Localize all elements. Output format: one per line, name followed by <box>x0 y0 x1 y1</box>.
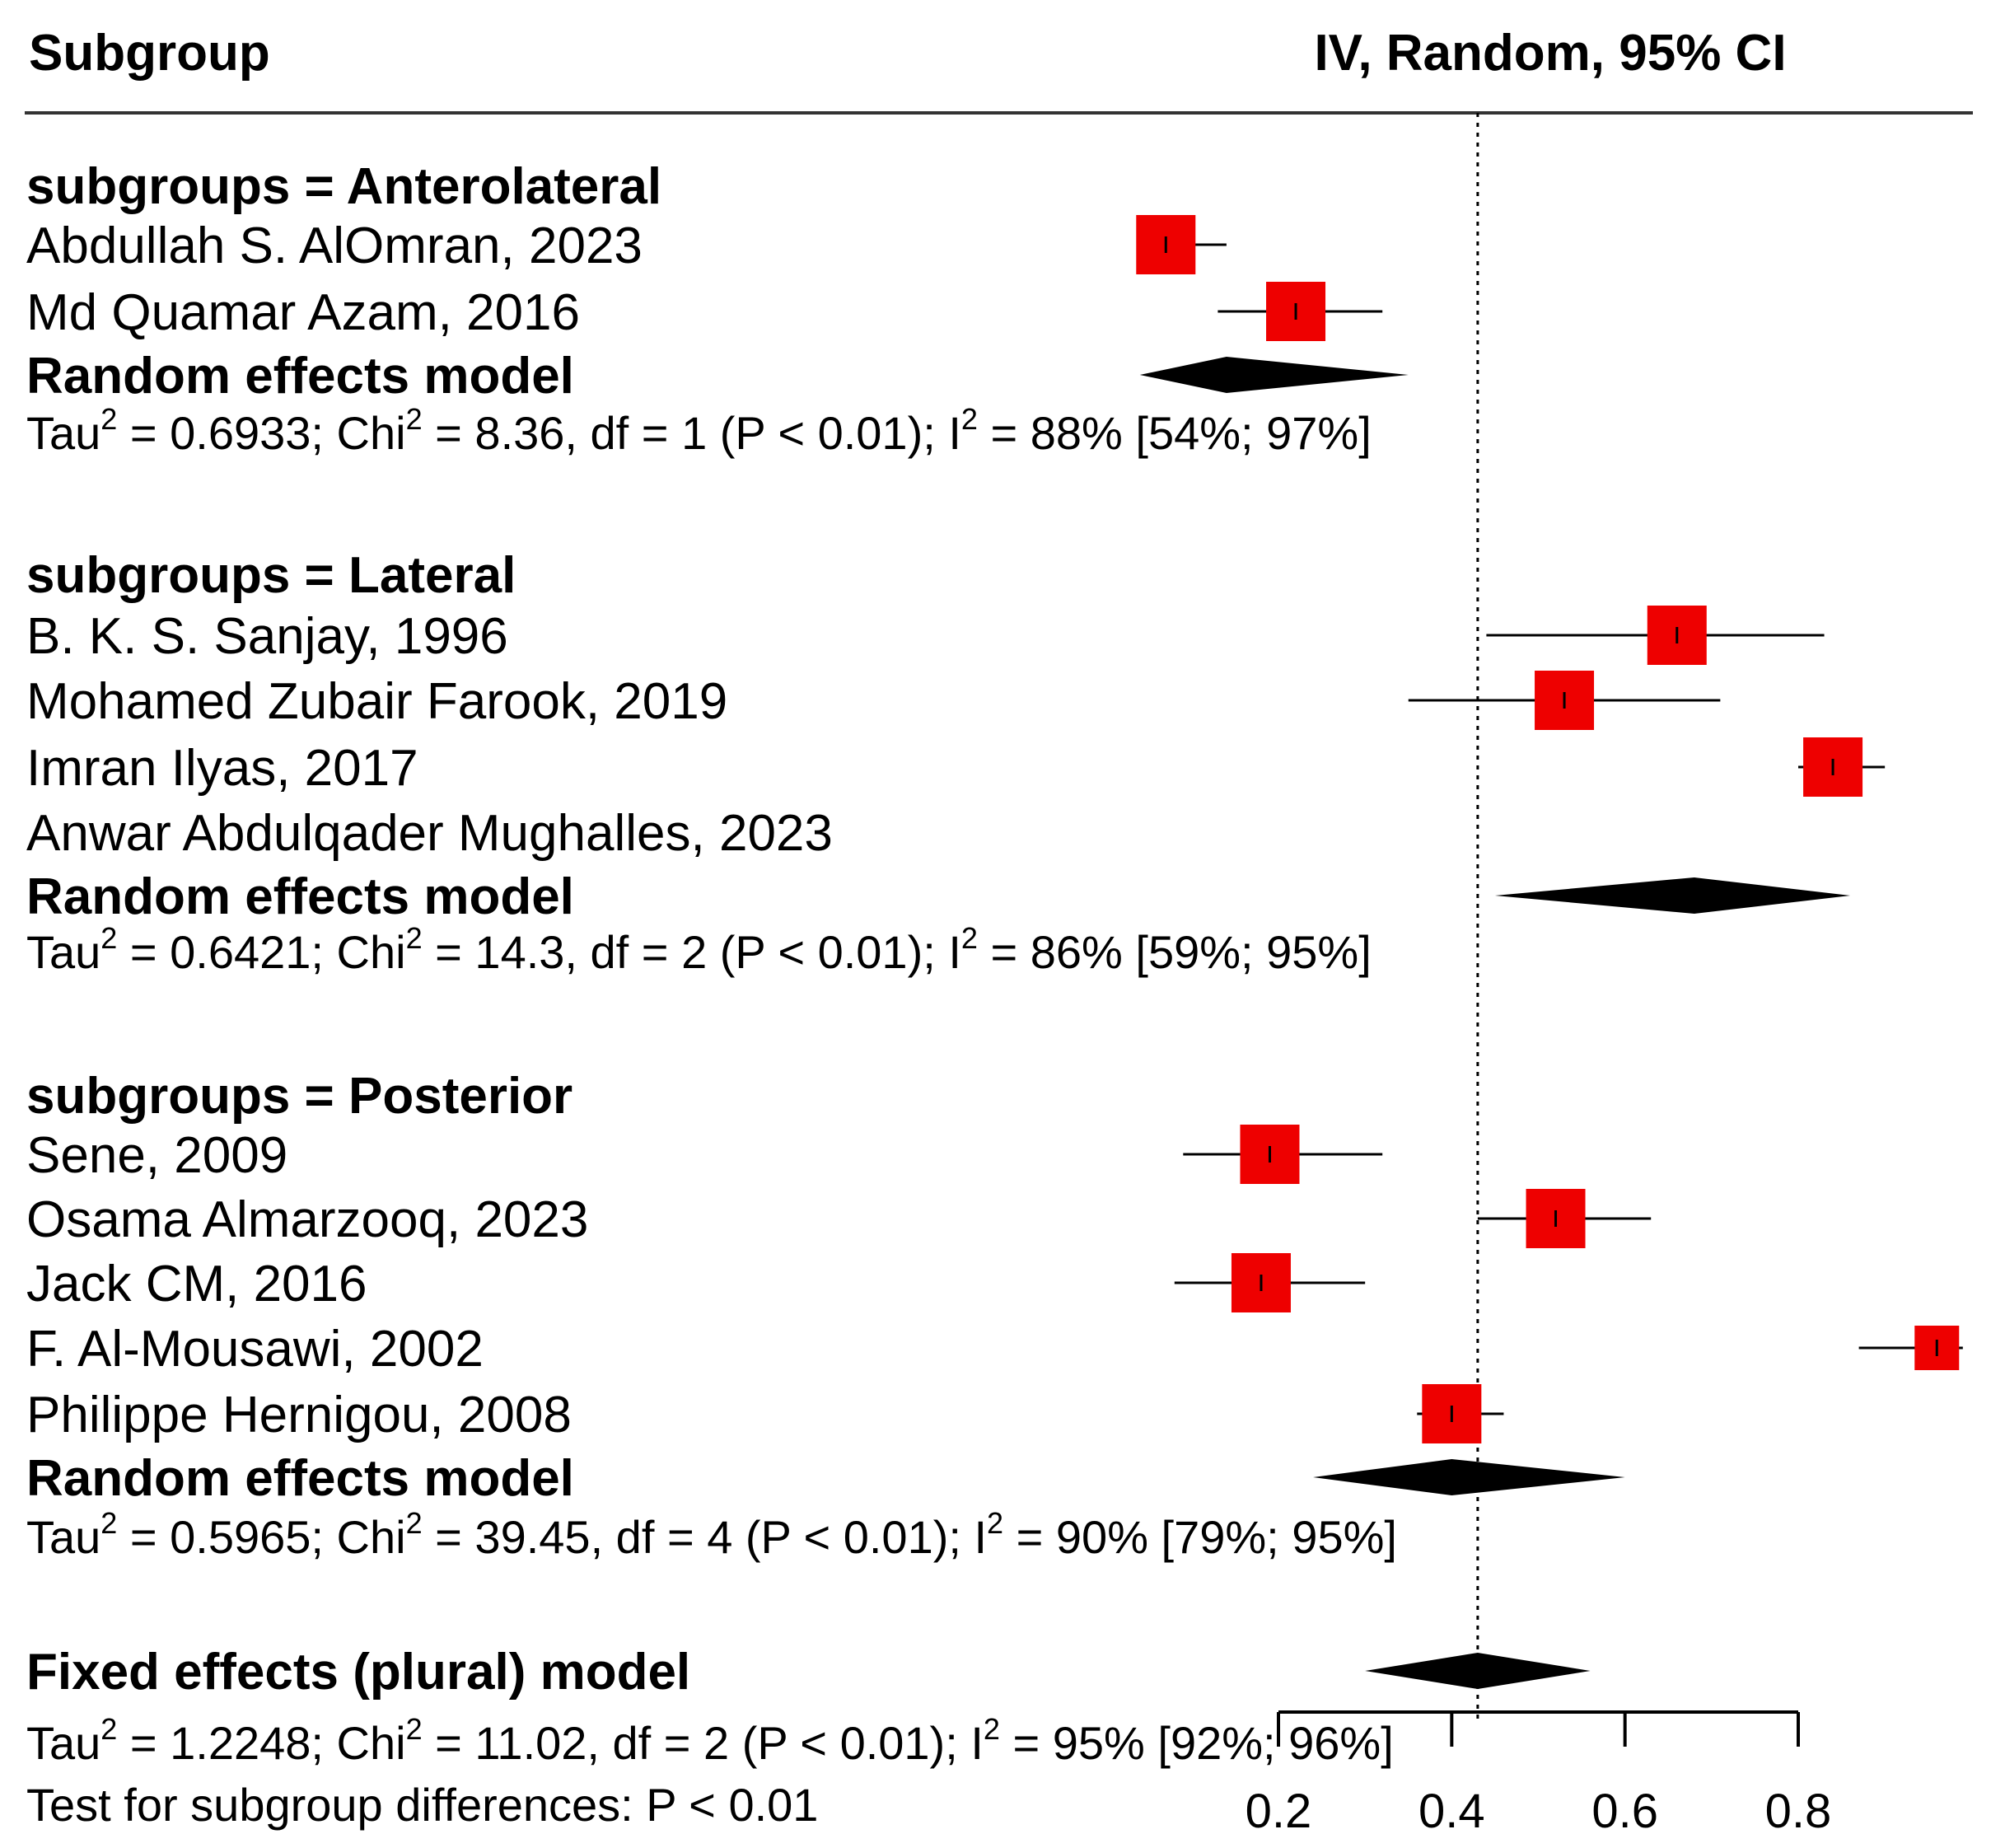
het-text: Tau <box>26 1717 100 1769</box>
subgroup-title: subgroups = Posterior <box>26 1068 573 1125</box>
study-label: Osama Almarzooq, 2023 <box>26 1191 588 1248</box>
study-label: Jack CM, 2016 <box>26 1256 367 1312</box>
study-label: Md Quamar Azam, 2016 <box>26 284 580 341</box>
het-text: = 0.6421; Chi <box>117 926 405 978</box>
het-text: = 95% [92%; 96%] <box>1000 1717 1394 1769</box>
superscript: 2 <box>406 402 423 436</box>
header-ci: IV, Random, 95% CI <box>1314 25 1786 82</box>
superscript: 2 <box>961 921 978 955</box>
study-label: Anwar Abdulqader Mughalles, 2023 <box>26 805 833 862</box>
het-text: = 8.36, df = 1 (P < 0.01); I <box>423 407 961 459</box>
study-label: Imran Ilyas, 2017 <box>26 740 418 797</box>
heterogeneity-stats: Tau2 = 0.6421; Chi2 = 14.3, df = 2 (P < … <box>26 921 1372 978</box>
het-text: = 0.6933; Chi <box>117 407 405 459</box>
heterogeneity-stats: Tau2 = 0.5965; Chi2 = 39.45, df = 4 (P <… <box>26 1506 1397 1563</box>
superscript: 2 <box>406 1712 423 1746</box>
fixed-effects-label: Fixed effects (plural) model <box>26 1644 690 1701</box>
study-label: Sene, 2009 <box>26 1127 287 1184</box>
het-text: = 86% [59%; 95%] <box>978 926 1372 978</box>
superscript: 2 <box>984 1712 1000 1746</box>
random-effects-label: Random effects model <box>26 1450 574 1507</box>
fixed-effects-diamond <box>1365 1653 1591 1689</box>
study-label: F. Al-Mousawi, 2002 <box>26 1321 484 1378</box>
random-effects-label: Random effects model <box>26 348 574 405</box>
het-text: Tau <box>26 407 100 459</box>
subgroup-title: subgroups = Anterolateral <box>26 158 661 215</box>
het-text: = 88% [54%; 97%] <box>978 407 1372 459</box>
random-effects-diamond <box>1313 1459 1625 1495</box>
x-tick-label: 0.4 <box>1418 1785 1485 1838</box>
subgroup-test-label: Test for subgroup differences: P < 0.01 <box>26 1779 818 1831</box>
study-label: Abdullah S. AlOmran, 2023 <box>26 218 643 274</box>
x-tick-label: 0.8 <box>1765 1785 1832 1838</box>
superscript: 2 <box>406 1506 423 1540</box>
x-tick-label: 0.6 <box>1591 1785 1658 1838</box>
superscript: 2 <box>100 1506 117 1540</box>
het-text: = 90% [79%; 95%] <box>1003 1511 1397 1563</box>
het-text: Tau <box>26 926 100 978</box>
het-text: = 11.02, df = 2 (P < 0.01); I <box>423 1717 984 1769</box>
het-text: = 14.3, df = 2 (P < 0.01); I <box>423 926 961 978</box>
random-effects-diamond <box>1494 877 1851 914</box>
random-effects-label: Random effects model <box>26 868 574 925</box>
study-label: Philippe Hernigou, 2008 <box>26 1387 572 1443</box>
study-label: Mohamed Zubair Farook, 2019 <box>26 673 727 730</box>
het-text: Tau <box>26 1511 100 1563</box>
heterogeneity-stats: Tau2 = 0.6933; Chi2 = 8.36, df = 1 (P < … <box>26 402 1372 459</box>
subgroup-title: subgroups = Lateral <box>26 547 516 604</box>
study-label: B. K. S. Sanjay, 1996 <box>26 608 508 665</box>
overall-heterogeneity-stats: Tau2 = 1.2248; Chi2 = 11.02, df = 2 (P <… <box>26 1712 1394 1769</box>
het-text: = 39.45, df = 4 (P < 0.01); I <box>423 1511 987 1563</box>
header-subgroup: Subgroup <box>29 25 270 82</box>
random-effects-diamond <box>1139 357 1409 393</box>
het-text: = 0.5965; Chi <box>117 1511 405 1563</box>
x-tick-label: 0.2 <box>1246 1785 1312 1838</box>
superscript: 2 <box>406 921 423 955</box>
het-text: = 1.2248; Chi <box>117 1717 405 1769</box>
superscript: 2 <box>987 1506 1003 1540</box>
superscript: 2 <box>100 1712 117 1746</box>
superscript: 2 <box>100 402 117 436</box>
superscript: 2 <box>100 921 117 955</box>
superscript: 2 <box>961 402 978 436</box>
